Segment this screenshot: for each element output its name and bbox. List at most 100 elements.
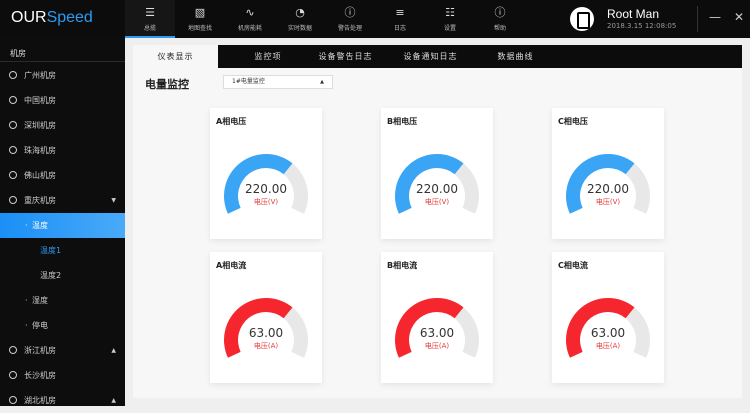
gauge-value: 220.00 <box>245 182 287 196</box>
clock-icon <box>9 371 17 379</box>
avatar[interactable] <box>570 7 594 31</box>
sidebar-item-label: 湿度 <box>32 296 48 305</box>
sidebar-item[interactable]: 温度2 <box>0 263 125 288</box>
info-icon: ⓘ <box>494 6 506 19</box>
sidebar-item-label: 温度2 <box>40 271 62 280</box>
gauge-unit: 电压(A) <box>595 342 621 350</box>
gauge-title: C相电流 <box>558 261 588 270</box>
sidebar-item[interactable]: 重庆机房 ▼ <box>0 188 125 213</box>
gauge-fill <box>224 154 293 214</box>
sidebar-item-label: 中国机房 <box>24 96 56 105</box>
gauge-fill <box>566 298 635 358</box>
gauge-fill <box>224 298 293 358</box>
gauge-title: B相电压 <box>387 117 418 126</box>
close-button[interactable]: ✕ <box>734 10 745 24</box>
gauge-icon: ◔ <box>295 6 305 19</box>
nav-label: 日志 <box>393 25 406 32</box>
gauge-chart <box>224 298 308 358</box>
tab-0[interactable]: 仪表显示 <box>133 45 218 68</box>
nav-item-2[interactable]: ∿ 机房能耗 <box>225 0 275 38</box>
settings-icon: ☷ <box>445 6 455 19</box>
tab-3[interactable]: 设备通知日志 <box>403 52 458 61</box>
divider <box>0 61 125 62</box>
gauge-value: 63.00 <box>419 326 455 340</box>
sidebar-header: 机房 <box>10 49 26 58</box>
user-name: Root Man <box>607 7 660 21</box>
gauge-unit: 电压(V) <box>253 198 279 206</box>
gauge-value: 220.00 <box>587 182 629 196</box>
sidebar-item[interactable]: 中国机房 <box>0 88 125 113</box>
nav-item-6[interactable]: ☷ 设置 <box>425 0 475 38</box>
gauge-unit: 电压(A) <box>424 342 450 350</box>
gauge-title: A相电流 <box>216 261 247 270</box>
gauge-title: C相电压 <box>558 117 588 126</box>
sidebar-item[interactable]: 湖北机房 ▲ <box>0 388 125 413</box>
section-title: 电量监控 <box>145 78 189 91</box>
sidebar-item[interactable]: 广州机房 <box>0 63 125 88</box>
minimize-button[interactable]: — <box>709 10 721 24</box>
sidebar-item[interactable]: · 温度 <box>0 213 125 238</box>
gauge-track <box>625 307 650 358</box>
monitor-select[interactable]: 1#电量监控 ▲ <box>223 75 333 89</box>
gauge-unit: 电压(A) <box>253 342 279 350</box>
clock-icon <box>9 146 17 154</box>
sidebar-item-label: 湖北机房 <box>24 396 56 405</box>
clock-icon <box>9 96 17 104</box>
tab-1[interactable]: 监控项 <box>254 52 282 61</box>
caret-up-icon[interactable]: ▲ <box>111 397 116 404</box>
clock-icon <box>9 196 17 204</box>
gauge-chart <box>395 298 479 358</box>
bullet-icon: · <box>25 321 28 330</box>
nav-item-4[interactable]: ⓘ 警告处理 <box>325 0 375 38</box>
pulse-icon: ∿ <box>245 6 255 19</box>
gauge-unit: 电压(V) <box>424 198 450 206</box>
gauge-fill <box>566 154 635 214</box>
main-panel: 仪表显示 监控项 设备警告日志 设备通知日志 数据曲线 电量监控 1#电量监控 ▲ A相电… <box>133 45 742 398</box>
tab-4[interactable]: 数据曲线 <box>497 52 534 61</box>
timestamp: 2018.3.15 12:08:05 <box>607 22 677 30</box>
nav-label: 机房能耗 <box>237 25 262 32</box>
gauge-unit: 电压(V) <box>595 198 621 206</box>
tab-2[interactable]: 设备警告日志 <box>318 52 373 61</box>
sidebar-item[interactable]: 佛山机房 <box>0 163 125 188</box>
sidebar-item[interactable]: 浙江机房 ▲ <box>0 338 125 363</box>
gauge-title: B相电流 <box>387 261 418 270</box>
nav-label: 实时数据 <box>287 25 312 32</box>
sidebar-item[interactable]: 深圳机房 <box>0 113 125 138</box>
sidebar-item-label: 停电 <box>32 321 48 330</box>
nav-item-1[interactable]: ▧ 地图查找 <box>175 0 225 38</box>
gauge-value: 63.00 <box>590 326 626 340</box>
nav-item-3[interactable]: ◔ 实时数据 <box>275 0 325 38</box>
clock-icon <box>9 171 17 179</box>
sidebar-item-label: 深圳机房 <box>24 121 56 130</box>
gauge-card: B相电流 63.00 电压(A) <box>381 252 493 383</box>
log-icon: ≡ <box>395 6 405 19</box>
caret-up-icon[interactable]: ▲ <box>111 347 116 354</box>
sidebar-item[interactable]: 温度1 <box>0 238 125 263</box>
gauge-chart <box>395 154 479 214</box>
gauge-card: A相电压 220.00 电压(V) <box>210 108 322 239</box>
gauge-title: A相电压 <box>216 117 247 126</box>
sidebar-item[interactable]: 珠海机房 <box>0 138 125 163</box>
gauge-card: C相电流 63.00 电压(A) <box>552 252 664 383</box>
bullet-icon: · <box>25 221 28 230</box>
sidebar-item-label: 浙江机房 <box>24 346 56 355</box>
caret-down-icon[interactable]: ▼ <box>111 197 116 204</box>
gauge-track <box>454 163 479 214</box>
nav-item-0[interactable]: ☰ 总揽 <box>125 0 175 38</box>
sidebar-item-label: 长沙机房 <box>24 371 56 380</box>
nav-label: 设置 <box>443 25 456 32</box>
nav-item-7[interactable]: ⓘ 帮助 <box>475 0 525 38</box>
sidebar-item[interactable]: · 停电 <box>0 313 125 338</box>
sidebar-item[interactable]: · 湿度 <box>0 288 125 313</box>
nav-label: 总揽 <box>143 25 156 32</box>
gauge-fill <box>395 298 464 358</box>
divider <box>697 6 698 32</box>
nav-item-5[interactable]: ≡ 日志 <box>375 0 425 38</box>
sidebar-item[interactable]: 长沙机房 <box>0 363 125 388</box>
sidebar-item-label: 佛山机房 <box>24 171 56 180</box>
gauge-chart <box>566 298 650 358</box>
gauge-chart <box>224 154 308 214</box>
sidebar-item-label: 广州机房 <box>24 71 56 80</box>
alert-icon: ⓘ <box>344 6 356 19</box>
